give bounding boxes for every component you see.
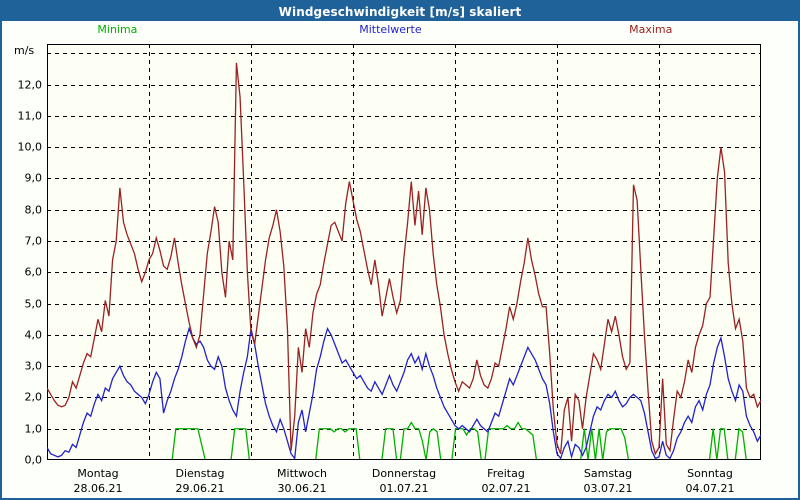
- y-axis-tick-label: 0,0: [24, 453, 43, 467]
- y-axis-tick-label: 9,0: [24, 171, 43, 185]
- y-axis-tick-label: 3,0: [24, 359, 43, 373]
- x-axis-tick-label: Mittwoch 30.06.21: [277, 466, 327, 496]
- y-axis-unit-label: m/s: [14, 44, 35, 57]
- x-tick-day: Sonntag: [687, 467, 733, 480]
- x-tick-date: 04.07.21: [685, 482, 735, 495]
- series-line-mittelwerte: [47, 326, 761, 460]
- legend-item-mittelwerte: Mittelwerte: [359, 23, 422, 36]
- chart-legend: Minima Mittelwerte Maxima: [2, 23, 798, 41]
- y-axis-tick-label: 6,0: [24, 265, 43, 279]
- y-axis-tick-label: 11,0: [17, 109, 43, 123]
- x-axis-tick-label: Sonntag 04.07.21: [686, 466, 735, 496]
- window-title: Windgeschwindigkeit [m/s] skaliert: [278, 4, 522, 19]
- x-tick-date: 30.06.21: [277, 482, 327, 495]
- x-tick-date: 01.07.21: [379, 482, 429, 495]
- x-tick-day: Mittwoch: [277, 467, 327, 480]
- y-axis-tick-label: 5,0: [24, 297, 43, 311]
- plot-area: [47, 44, 761, 460]
- legend-item-minima: Minima: [97, 23, 138, 36]
- y-axis-tick-label: 8,0: [24, 203, 43, 217]
- window-title-bar: Windgeschwindigkeit [m/s] skaliert: [2, 2, 798, 21]
- y-axis-tick-label: 7,0: [24, 234, 43, 248]
- x-tick-day: Montag: [77, 467, 119, 480]
- y-axis-tick-label: 1,0: [24, 422, 43, 436]
- x-tick-day: Donnerstag: [371, 467, 437, 480]
- legend-item-maxima: Maxima: [629, 23, 673, 36]
- chart-svg: [47, 44, 761, 460]
- x-axis-tick-label: Dienstag 29.06.21: [175, 466, 224, 496]
- x-tick-day: Freitag: [487, 467, 525, 480]
- x-tick-day: Dienstag: [175, 467, 225, 480]
- x-tick-date: 28.06.21: [73, 482, 123, 495]
- x-tick-date: 03.07.21: [583, 482, 633, 495]
- x-axis-tick-label: Montag 28.06.21: [74, 466, 123, 496]
- series-line-minima: [47, 421, 761, 460]
- x-axis-tick-label: Samstag 03.07.21: [584, 466, 633, 496]
- x-axis-tick-label: Freitag 02.07.21: [482, 466, 531, 496]
- series-line-maxima: [47, 62, 761, 456]
- y-axis-tick-label: 12,0: [17, 78, 43, 92]
- x-tick-day: Samstag: [583, 467, 633, 480]
- y-axis-tick-label: 2,0: [24, 390, 43, 404]
- y-axis-tick-label: 10,0: [17, 140, 43, 154]
- x-tick-date: 29.06.21: [175, 482, 225, 495]
- x-tick-date: 02.07.21: [481, 482, 531, 495]
- x-axis-tick-label: Donnerstag 01.07.21: [372, 466, 436, 496]
- y-axis-tick-label: 4,0: [24, 328, 43, 342]
